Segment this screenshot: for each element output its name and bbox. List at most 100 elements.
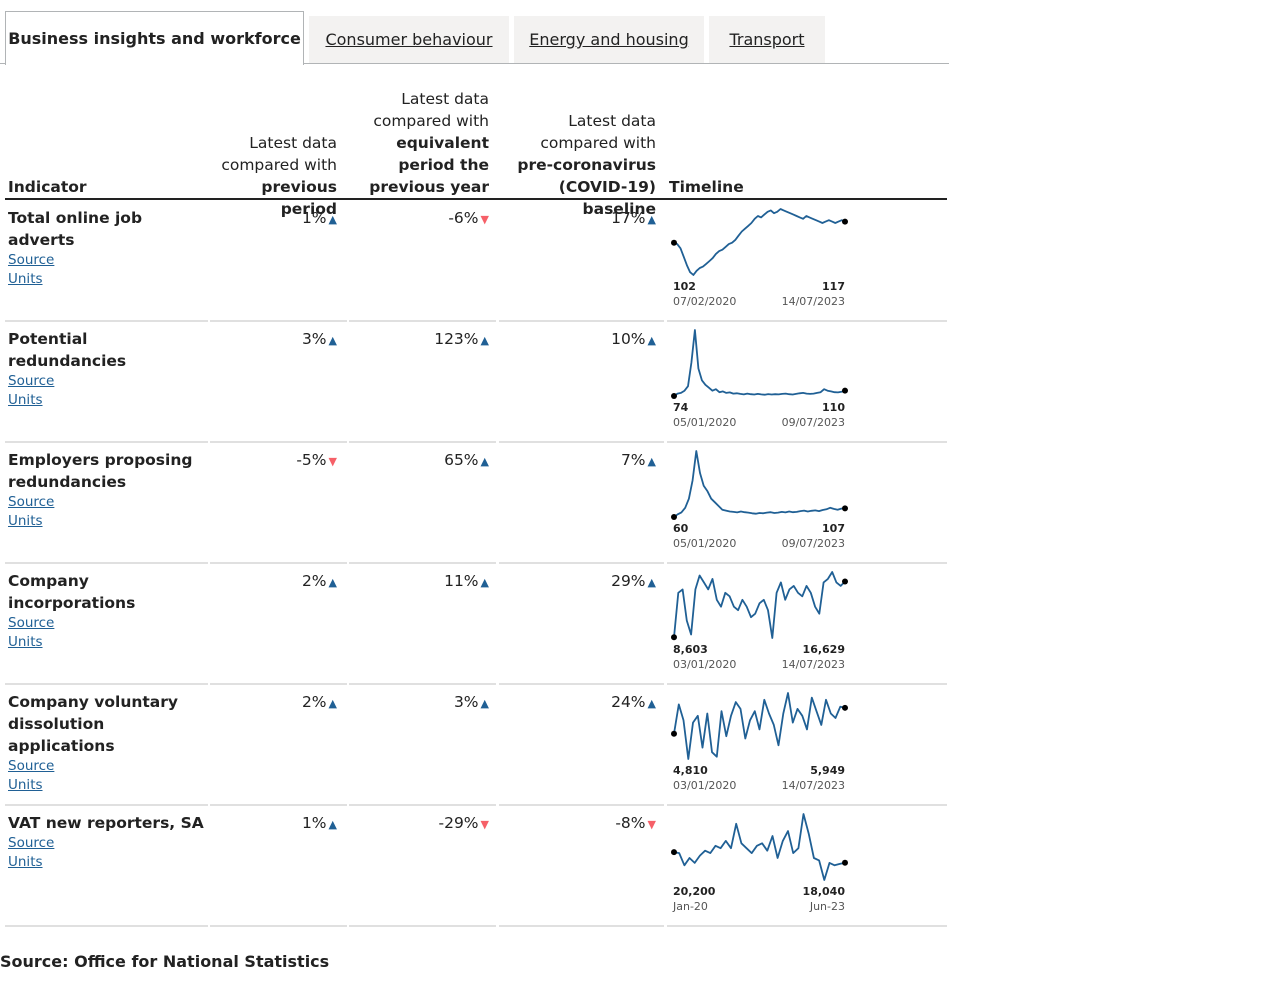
sparkline-start-dot <box>671 634 677 641</box>
row-divider <box>5 320 208 322</box>
up-arrow-icon: ▲ <box>647 697 656 710</box>
source-link[interactable]: Source <box>8 373 55 389</box>
up-arrow-icon: ▲ <box>480 697 489 710</box>
units-link[interactable]: Units <box>8 392 43 408</box>
timeline-sparkline: 60 107 05/01/2020 09/07/2023 <box>671 450 848 550</box>
up-arrow-icon: ▲ <box>328 334 337 347</box>
row-divider <box>349 320 496 322</box>
row-divider <box>667 683 947 685</box>
sparkline-start-date: 05/01/2020 <box>673 537 736 550</box>
up-arrow-icon: ▲ <box>647 576 656 589</box>
source-link[interactable]: Source <box>8 758 55 774</box>
source-link[interactable]: Source <box>8 835 55 851</box>
sparkline-end-dot <box>842 578 848 585</box>
sparkline-start-value: 20,200 <box>673 885 716 898</box>
sparkline-end-value: 107 <box>822 522 845 535</box>
footer-source: Source: Office for National Statistics <box>0 952 330 971</box>
baseline-value: 17% ▲ <box>499 207 656 231</box>
units-link[interactable]: Units <box>8 634 43 650</box>
up-arrow-icon: ▲ <box>328 818 337 831</box>
down-arrow-icon: ▼ <box>480 213 489 226</box>
row-divider <box>210 804 347 806</box>
units-link[interactable]: Units <box>8 271 43 287</box>
row-divider <box>349 925 496 927</box>
table-row: Potential redundancies Source Units 3% ▲ … <box>0 322 949 443</box>
timeline-sparkline: 74 110 05/01/2020 09/07/2023 <box>671 329 848 429</box>
units-link[interactable]: Units <box>8 513 43 529</box>
row-divider <box>210 320 347 322</box>
baseline-value: 7% ▲ <box>499 449 656 473</box>
sparkline-line <box>673 813 846 881</box>
previous-period-value: 1% ▲ <box>210 207 337 231</box>
sparkline-start-dot <box>671 514 677 520</box>
table-row: VAT new reporters, SA Source Units 1% ▲ -… <box>0 806 949 927</box>
tab-business-insights[interactable]: Business insights and workforce <box>5 11 304 65</box>
previous-year-value: -6% ▼ <box>349 207 489 231</box>
timeline-sparkline: 4,810 5,949 03/01/2020 14/07/2023 <box>671 692 848 792</box>
baseline-value: 29% ▲ <box>499 570 656 594</box>
row-divider <box>349 441 496 443</box>
tab-transport[interactable]: Transport <box>709 16 825 63</box>
sparkline-start-date: 07/02/2020 <box>673 295 736 308</box>
indicator-name: Total online job adverts Source Units <box>8 207 208 289</box>
sparkline-start-date: 03/01/2020 <box>673 779 736 792</box>
header-previous-period: Latest data compared with previous perio… <box>221 134 337 218</box>
sparkline-start-date: 05/01/2020 <box>673 416 736 429</box>
sparkline-start-value: 8,603 <box>673 643 708 656</box>
sparkline-line <box>673 329 846 397</box>
sparkline-end-date: 14/07/2023 <box>782 658 845 671</box>
sparkline-start-dot <box>671 730 677 737</box>
sparkline-end-date: 14/07/2023 <box>782 295 845 308</box>
sparkline-end-value: 16,629 <box>803 643 845 656</box>
units-link[interactable]: Units <box>8 777 43 793</box>
table-row: Total online job adverts Source Units 1%… <box>0 201 949 322</box>
tab-consumer-behaviour[interactable]: Consumer behaviour <box>309 16 509 63</box>
down-arrow-icon: ▼ <box>647 818 656 831</box>
sparkline-start-dot <box>671 393 677 399</box>
down-arrow-icon: ▼ <box>480 818 489 831</box>
table-row: Company incorporations Source Units 2% ▲ … <box>0 564 949 685</box>
row-divider <box>667 925 947 927</box>
source-link[interactable]: Source <box>8 252 55 268</box>
indicator-name: Employers proposing redundancies Source … <box>8 449 208 531</box>
row-divider <box>499 925 664 927</box>
tab-bar: Business insights and workforce Consumer… <box>0 0 949 65</box>
tab-energy-housing[interactable]: Energy and housing <box>514 16 704 63</box>
sparkline-start-value: 102 <box>673 280 696 293</box>
indicator-name: VAT new reporters, SA Source Units <box>8 812 208 872</box>
sparkline-line <box>673 692 846 760</box>
row-divider <box>499 562 664 564</box>
previous-period-value: 2% ▲ <box>210 691 337 715</box>
up-arrow-icon: ▲ <box>480 334 489 347</box>
sparkline-start-value: 4,810 <box>673 764 708 777</box>
header-indicator: Indicator <box>8 178 87 196</box>
sparkline-end-date: 09/07/2023 <box>782 416 845 429</box>
row-divider <box>5 441 208 443</box>
up-arrow-icon: ▲ <box>647 334 656 347</box>
row-divider <box>349 804 496 806</box>
indicator-name: Potential redundancies Source Units <box>8 328 208 410</box>
source-link[interactable]: Source <box>8 615 55 631</box>
row-divider <box>5 562 208 564</box>
table-row: Company voluntary dissolution applicatio… <box>0 685 949 806</box>
baseline-value: 10% ▲ <box>499 328 656 352</box>
sparkline-end-value: 5,949 <box>810 764 845 777</box>
row-divider <box>210 562 347 564</box>
units-link[interactable]: Units <box>8 854 43 870</box>
previous-year-value: 123% ▲ <box>349 328 489 352</box>
sparkline-end-dot <box>842 859 848 866</box>
indicator-name: Company incorporations Source Units <box>8 570 208 652</box>
sparkline-start-date: 03/01/2020 <box>673 658 736 671</box>
sparkline-end-dot <box>842 218 848 225</box>
previous-period-value: 1% ▲ <box>210 812 337 836</box>
up-arrow-icon: ▲ <box>647 213 656 226</box>
row-divider <box>210 925 347 927</box>
previous-year-value: 3% ▲ <box>349 691 489 715</box>
row-divider <box>499 320 664 322</box>
header-previous-year: Latest data compared with equivalent per… <box>369 90 489 196</box>
down-arrow-icon: ▼ <box>328 455 337 468</box>
timeline-sparkline: 8,603 16,629 03/01/2020 14/07/2023 <box>671 571 848 671</box>
baseline-value: 24% ▲ <box>499 691 656 715</box>
header-rule <box>5 198 947 200</box>
source-link[interactable]: Source <box>8 494 55 510</box>
